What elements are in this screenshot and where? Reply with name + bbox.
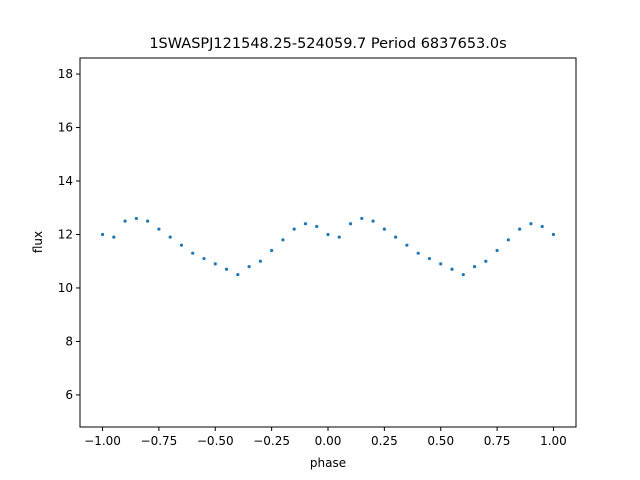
scatter-point [123, 219, 127, 223]
x-axis: −1.00 −0.75 −0.50 −0.25 0.00 0.25 0.50 0.75 1.00 [84, 427, 567, 448]
scatter-point [112, 235, 116, 239]
x-tick-label: −1.00 [84, 434, 121, 448]
scatter-point [337, 235, 341, 239]
y-axis: 6 8 10 12 14 16 18 [58, 67, 80, 402]
y-tick-label: 18 [58, 67, 73, 81]
scatter-point [551, 232, 556, 237]
scatter-point [202, 256, 206, 261]
scatter-point [224, 267, 229, 271]
y-tick-label: 8 [65, 334, 73, 348]
scatter-point [326, 232, 330, 237]
scatter-point [529, 222, 533, 226]
x-tick-label: 1.00 [540, 434, 567, 448]
y-tick-label: 14 [58, 174, 73, 188]
x-tick-label: 0.50 [427, 434, 454, 448]
scatter-point [281, 238, 285, 242]
scatter-point [247, 264, 251, 269]
scatter-point [495, 248, 499, 253]
scatter-point [236, 272, 240, 277]
x-tick-label: −0.50 [197, 434, 234, 448]
y-tick-label: 10 [58, 281, 73, 295]
scatter-point [371, 219, 375, 223]
x-tick-label: 0.25 [371, 434, 398, 448]
scatter-point [484, 259, 488, 263]
scatter-point [394, 235, 398, 239]
scatter-point [348, 222, 353, 226]
x-tick-label: −0.25 [253, 434, 290, 448]
scatter-point [292, 227, 296, 231]
y-axis-label: flux [31, 231, 45, 253]
scatter-point [179, 243, 184, 247]
scatter-point [213, 262, 217, 266]
y-tick-label: 12 [58, 227, 73, 241]
x-tick-label: 0.75 [484, 434, 511, 448]
scatter-point [450, 267, 454, 271]
scatter-point [360, 216, 364, 221]
scatter-point [540, 224, 544, 229]
scatter-point [472, 264, 477, 269]
scatter-point [146, 219, 150, 223]
x-tick-label: 0.00 [315, 434, 342, 448]
scatter-points [100, 216, 556, 277]
scatter-point [506, 238, 510, 242]
scatter-point [100, 232, 105, 237]
scatter-point [191, 251, 195, 255]
scatter-point [518, 227, 522, 231]
scatter-point [315, 224, 319, 229]
x-tick-label: −0.75 [141, 434, 178, 448]
scatter-point [270, 248, 274, 253]
scatter-point [258, 259, 262, 263]
scatter-point [134, 216, 138, 221]
x-axis-label: phase [310, 456, 346, 470]
y-tick-label: 6 [65, 388, 73, 402]
scatter-point [427, 256, 432, 261]
chart-title: 1SWASPJ121548.25-524059.7 Period 6837653… [149, 36, 506, 52]
scatter-point [416, 251, 420, 255]
scatter-point [168, 235, 172, 239]
scatter-point [439, 262, 443, 266]
scatter-point [405, 243, 409, 247]
scatter-point [157, 227, 161, 231]
scatter-point [461, 272, 465, 277]
scatter-point [303, 222, 308, 226]
scatter-point [382, 227, 386, 231]
y-tick-label: 16 [58, 121, 73, 135]
